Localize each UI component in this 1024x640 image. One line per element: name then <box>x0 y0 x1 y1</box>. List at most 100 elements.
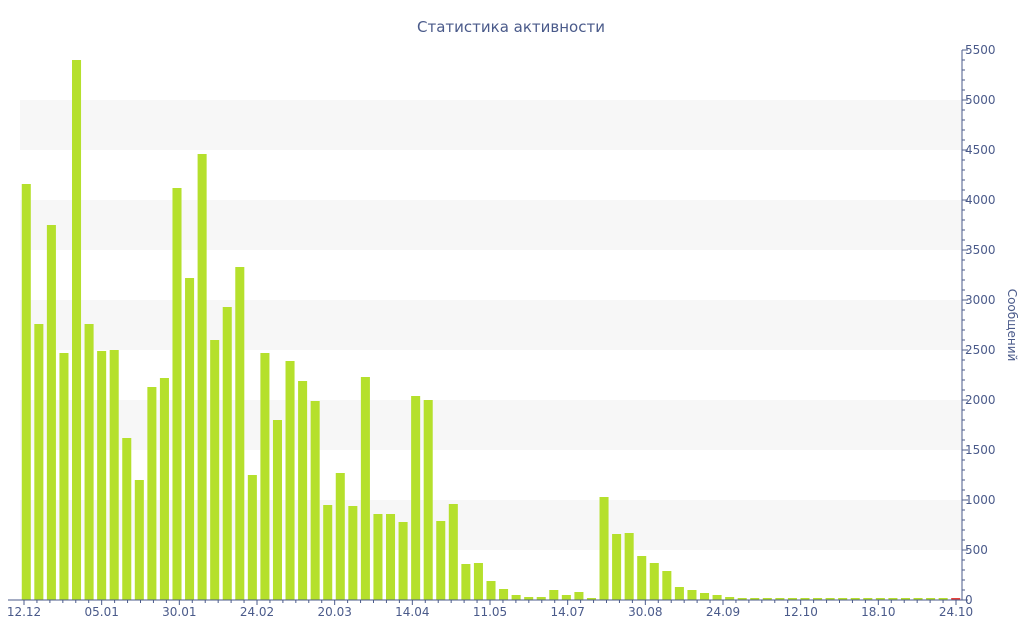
bar <box>84 324 94 600</box>
bar <box>423 400 433 600</box>
bar <box>285 361 295 600</box>
bar <box>298 381 308 600</box>
x-tick-label: 24.02 <box>240 605 274 619</box>
bar <box>913 598 923 600</box>
bar <box>549 590 559 600</box>
bar <box>561 595 571 600</box>
bar <box>624 533 634 600</box>
x-tick-label: 24.09 <box>706 605 740 619</box>
bar <box>875 598 885 600</box>
bar <box>938 598 948 600</box>
bar <box>411 396 421 600</box>
bar <box>850 598 860 600</box>
x-tick-label: 11.05 <box>473 605 507 619</box>
y-axis-label: Сообщений <box>1005 289 1019 362</box>
grid-band <box>20 200 962 250</box>
bar <box>373 514 383 600</box>
grid-band <box>20 300 962 350</box>
bar <box>599 497 609 600</box>
bar <box>951 598 961 600</box>
x-tick-label: 30.01 <box>162 605 196 619</box>
bar <box>750 598 760 600</box>
bar <box>448 504 458 600</box>
x-tick-label: 14.07 <box>550 605 584 619</box>
y-tick-label: 3500 <box>965 243 996 257</box>
bar <box>335 473 345 600</box>
bar <box>272 420 282 600</box>
bar <box>473 563 483 600</box>
bar <box>499 589 509 600</box>
bar <box>134 480 144 600</box>
bar <box>461 564 471 600</box>
bar <box>662 571 672 600</box>
bar <box>838 598 848 600</box>
bar <box>700 593 710 600</box>
bar <box>197 154 207 600</box>
grid-band <box>20 100 962 150</box>
bar <box>687 590 697 600</box>
bar <box>825 598 835 600</box>
bar <box>674 587 684 600</box>
bar <box>386 514 396 600</box>
bar <box>536 597 546 600</box>
bar <box>888 598 898 600</box>
x-tick-label: 30.08 <box>628 605 662 619</box>
bar <box>147 387 157 600</box>
bar <box>813 598 823 600</box>
y-tick-label: 2000 <box>965 393 996 407</box>
chart-title: Статистика активности <box>417 18 605 36</box>
bar <box>172 188 182 600</box>
x-tick-label: 14.04 <box>395 605 429 619</box>
y-tick-label: 4500 <box>965 143 996 157</box>
bar <box>436 521 446 600</box>
bar <box>260 353 270 600</box>
bar <box>222 307 232 600</box>
bar <box>360 377 370 600</box>
bar <box>574 592 584 600</box>
x-tick-label: 12.12 <box>7 605 41 619</box>
y-tick-label: 500 <box>965 543 988 557</box>
bar <box>737 598 747 600</box>
bar <box>800 598 810 600</box>
y-tick-label: 4000 <box>965 193 996 207</box>
y-tick-label: 5500 <box>965 43 996 57</box>
y-tick-label: 5000 <box>965 93 996 107</box>
bar <box>46 225 56 600</box>
bar <box>247 475 257 600</box>
y-tick-label: 1500 <box>965 443 996 457</box>
y-tick-label: 2500 <box>965 343 996 357</box>
bar <box>235 267 245 600</box>
bar <box>210 340 220 600</box>
bar <box>122 438 132 600</box>
bar <box>863 598 873 600</box>
y-tick-label: 1000 <box>965 493 996 507</box>
bar <box>637 556 647 600</box>
x-tick-label: 20.03 <box>317 605 351 619</box>
bar <box>159 378 169 600</box>
bar <box>310 401 320 600</box>
grid-bands <box>20 100 962 550</box>
bar <box>586 598 596 600</box>
x-tick-label: 05.01 <box>84 605 118 619</box>
bar <box>59 353 69 600</box>
bar <box>34 324 44 600</box>
bar <box>486 581 496 600</box>
y-axis: 0 500 1000 1500 2000 2500 3000 3500 4000 4500 5000… <box>961 43 996 607</box>
bar <box>787 598 797 600</box>
bar <box>926 598 936 600</box>
bar <box>398 522 408 600</box>
bar <box>97 351 107 600</box>
bar <box>712 595 722 600</box>
bar <box>323 505 333 600</box>
bar <box>185 278 195 600</box>
bar <box>725 597 735 600</box>
x-tick-label: 24.10 <box>939 605 973 619</box>
bar <box>649 563 659 600</box>
bar <box>900 598 910 600</box>
bar <box>775 598 785 600</box>
bar <box>21 184 31 600</box>
bar <box>348 506 358 600</box>
y-tick-label: 0 <box>965 593 973 607</box>
bar <box>612 534 622 600</box>
